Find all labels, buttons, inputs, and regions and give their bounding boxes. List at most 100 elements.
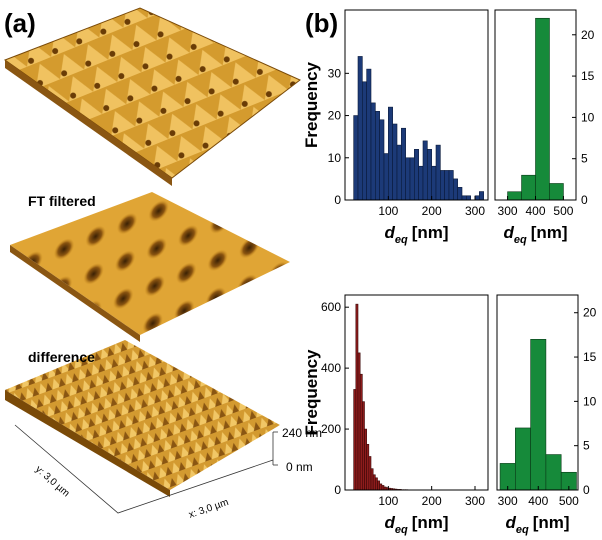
bar xyxy=(405,157,411,201)
bar xyxy=(370,468,374,491)
y-axis-label: Frequency xyxy=(302,349,321,436)
bar xyxy=(372,474,376,491)
x-label-subscript: eq xyxy=(514,234,527,246)
bar xyxy=(535,17,550,201)
bar xyxy=(431,165,437,201)
y-tick-label: 20 xyxy=(328,109,342,123)
x-tick-label: 400 xyxy=(525,204,545,218)
x-label-subscript: eq xyxy=(395,234,408,246)
x-axis-label: deq [nm] xyxy=(503,223,567,246)
z-scale-label: 0 nm xyxy=(286,460,313,474)
panel-label: (a) xyxy=(4,8,36,38)
bar xyxy=(368,456,372,491)
x-tick-label: 400 xyxy=(528,494,548,508)
x-label-unit: [nm] xyxy=(531,223,568,242)
bar xyxy=(392,123,398,201)
bar xyxy=(362,81,367,201)
x-label-subscript: eq xyxy=(395,524,408,536)
bar xyxy=(379,119,385,201)
x-tick-label: 500 xyxy=(553,204,573,218)
y-tick-label: 0 xyxy=(334,193,341,207)
bar xyxy=(366,443,370,491)
y-tick-label: 10 xyxy=(583,394,597,408)
x-label-unit: [nm] xyxy=(533,513,570,532)
x-label-symbol: d xyxy=(503,223,514,242)
y-tick-label: 15 xyxy=(583,350,597,364)
y-tick-label: 30 xyxy=(328,66,342,80)
bar xyxy=(366,68,372,201)
bar xyxy=(545,454,562,491)
bar xyxy=(466,195,471,201)
panel-label: (b) xyxy=(305,8,338,38)
bar xyxy=(353,115,359,201)
plot-frame xyxy=(344,9,489,201)
x-axis-label: deq [nm] xyxy=(505,513,569,536)
bar xyxy=(375,477,378,491)
bar xyxy=(474,195,480,201)
bar xyxy=(418,165,424,201)
bar xyxy=(396,144,402,201)
bar xyxy=(453,178,458,201)
x-label-symbol: d xyxy=(384,513,395,532)
bar xyxy=(359,373,363,491)
bar xyxy=(364,428,367,491)
x-label-symbol: d xyxy=(505,513,516,532)
y-tick-label: 10 xyxy=(328,151,342,165)
axis-label: y: 3,0 µm xyxy=(33,464,71,499)
bar xyxy=(515,427,531,491)
bar xyxy=(357,56,363,201)
image-label: difference xyxy=(28,349,95,365)
axis-label: x: 3,0 µm xyxy=(187,497,230,521)
bar xyxy=(381,485,385,491)
y-tick-label: 0 xyxy=(583,483,590,497)
x-tick-label: 300 xyxy=(465,494,485,508)
bar xyxy=(383,153,389,201)
y-tick-label: 15 xyxy=(581,69,595,83)
image-label: FT filtered xyxy=(28,193,96,209)
x-label-subscript: eq xyxy=(516,524,529,536)
x-tick-label: 300 xyxy=(465,204,485,218)
x-tick-label: 100 xyxy=(378,204,398,218)
y-tick-label: 10 xyxy=(581,110,595,124)
bar xyxy=(507,191,522,201)
y-tick-label: 0 xyxy=(581,193,588,207)
bar xyxy=(379,483,383,491)
y-tick-label: 20 xyxy=(581,28,595,42)
bar xyxy=(479,191,484,201)
plot-frame xyxy=(344,294,489,491)
x-tick-label: 100 xyxy=(378,494,398,508)
bar xyxy=(353,389,357,491)
bar xyxy=(355,303,359,491)
bar xyxy=(362,401,365,491)
y-axis-label: Frequency xyxy=(302,61,321,148)
bar xyxy=(414,149,419,201)
x-tick-label: 300 xyxy=(498,204,518,218)
z-scale-label: 240 nm xyxy=(282,426,322,440)
bar xyxy=(435,144,441,201)
y-tick-label: 400 xyxy=(321,361,341,375)
bar xyxy=(409,157,415,201)
bar xyxy=(530,339,547,491)
x-tick-label: 300 xyxy=(498,494,518,508)
y-tick-label: 600 xyxy=(321,300,341,314)
panel-a-images xyxy=(3,7,301,514)
y-tick-label: 5 xyxy=(581,152,588,166)
x-label-unit: [nm] xyxy=(412,223,449,242)
plot-frame xyxy=(496,294,579,491)
x-label-unit: [nm] xyxy=(412,513,449,532)
x-tick-label: 200 xyxy=(422,494,442,508)
y-tick-label: 200 xyxy=(321,422,341,436)
bar xyxy=(461,195,467,201)
bar xyxy=(444,170,450,201)
bar xyxy=(440,170,445,201)
bar xyxy=(427,149,432,201)
bar xyxy=(457,187,463,201)
x-label-symbol: d xyxy=(384,223,395,242)
y-tick-label: 20 xyxy=(583,306,597,320)
y-tick-label: 5 xyxy=(583,439,590,453)
bar xyxy=(388,106,393,201)
bar xyxy=(401,127,406,201)
bar xyxy=(375,111,380,201)
bar xyxy=(377,480,380,491)
